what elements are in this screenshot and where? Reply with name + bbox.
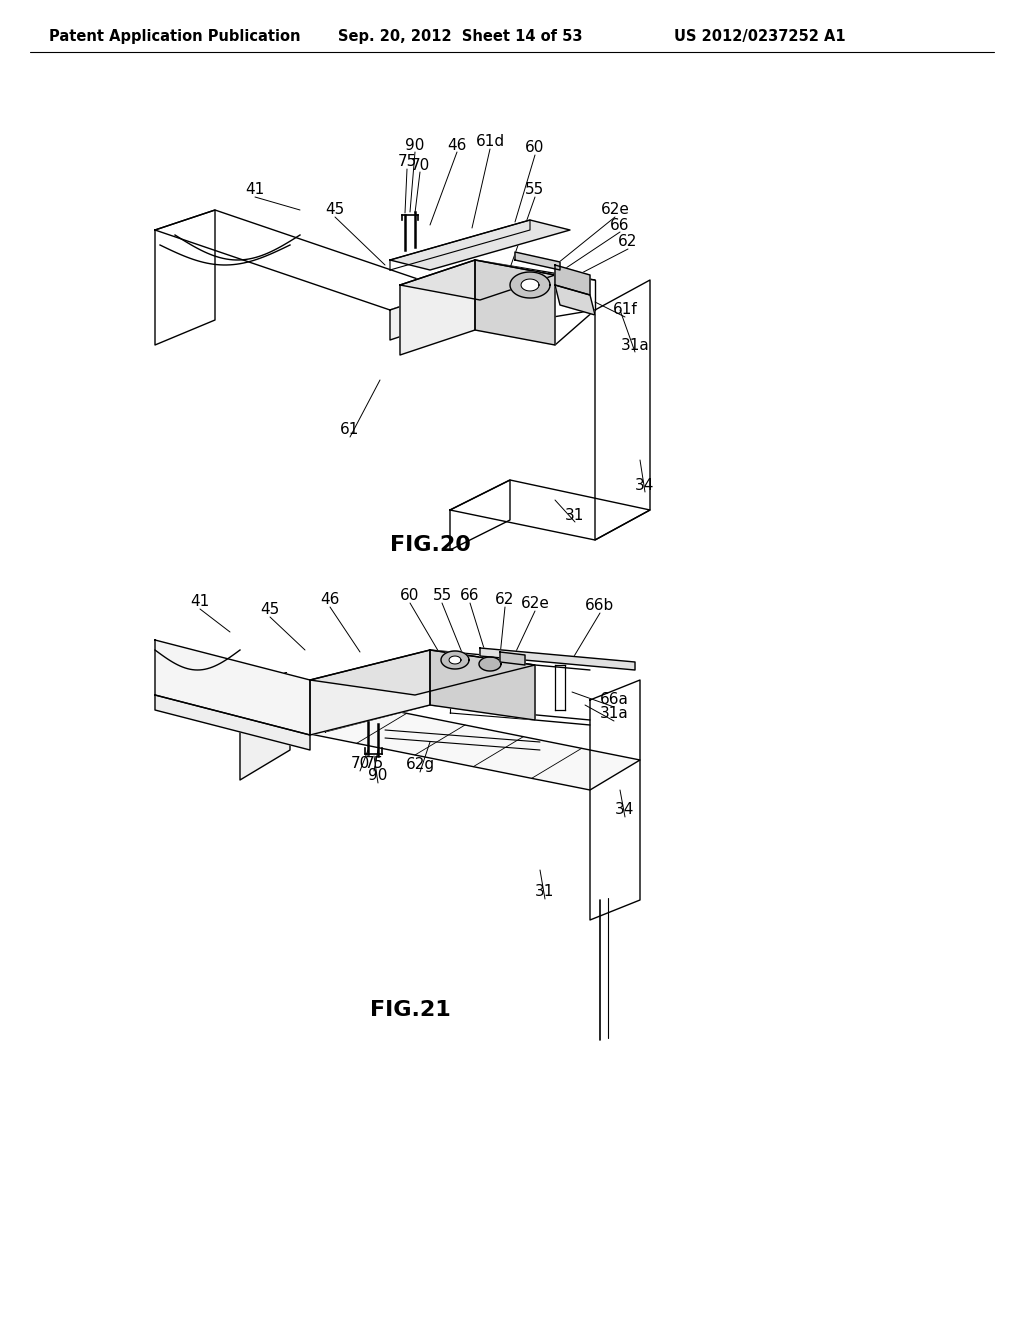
Polygon shape (430, 649, 535, 719)
Polygon shape (390, 290, 450, 341)
Text: 46: 46 (447, 137, 467, 153)
Text: Patent Application Publication: Patent Application Publication (49, 29, 301, 45)
Text: 55: 55 (432, 589, 452, 603)
Polygon shape (310, 649, 535, 696)
Text: 31a: 31a (600, 706, 629, 722)
Text: 90: 90 (369, 768, 388, 784)
Polygon shape (595, 280, 650, 540)
Polygon shape (510, 272, 550, 298)
Polygon shape (240, 690, 640, 789)
Text: 70: 70 (350, 756, 370, 771)
Text: 66: 66 (610, 218, 630, 232)
Text: 34: 34 (615, 803, 635, 817)
Polygon shape (449, 656, 461, 664)
Polygon shape (515, 252, 560, 271)
Polygon shape (155, 696, 310, 750)
Text: Sep. 20, 2012  Sheet 14 of 53: Sep. 20, 2012 Sheet 14 of 53 (338, 29, 583, 45)
Text: 75: 75 (365, 756, 384, 771)
Polygon shape (479, 657, 501, 671)
Text: 45: 45 (326, 202, 345, 218)
Text: 66: 66 (460, 589, 480, 603)
Text: US 2012/0237252 A1: US 2012/0237252 A1 (674, 29, 846, 45)
Text: 66b: 66b (586, 598, 614, 614)
Text: 61: 61 (340, 422, 359, 437)
Polygon shape (555, 265, 590, 294)
Polygon shape (400, 260, 475, 355)
Polygon shape (480, 648, 635, 671)
Text: 66a: 66a (600, 693, 629, 708)
Polygon shape (400, 260, 555, 300)
Text: 46: 46 (321, 593, 340, 607)
Text: 31a: 31a (621, 338, 649, 352)
Text: 62e: 62e (520, 597, 550, 611)
Text: 70: 70 (411, 157, 430, 173)
Polygon shape (390, 220, 570, 271)
Text: 45: 45 (260, 602, 280, 618)
Text: 60: 60 (525, 140, 545, 156)
Text: 62: 62 (496, 593, 515, 607)
Text: 61d: 61d (475, 135, 505, 149)
Text: 90: 90 (406, 137, 425, 153)
Polygon shape (155, 210, 215, 345)
Text: 62f: 62f (262, 672, 288, 688)
Text: 31: 31 (565, 507, 585, 523)
Text: 75: 75 (397, 154, 417, 169)
Polygon shape (450, 480, 510, 550)
Polygon shape (500, 652, 525, 665)
Polygon shape (310, 649, 430, 735)
Text: 41: 41 (190, 594, 210, 610)
Polygon shape (450, 480, 650, 540)
Polygon shape (155, 640, 310, 735)
Text: 62: 62 (618, 235, 638, 249)
Polygon shape (240, 690, 290, 780)
Polygon shape (590, 680, 640, 920)
Polygon shape (555, 285, 595, 315)
Polygon shape (441, 651, 469, 669)
Text: 41: 41 (246, 182, 264, 198)
Text: 31: 31 (536, 884, 555, 899)
Text: 60: 60 (400, 589, 420, 603)
Text: 55: 55 (525, 182, 545, 198)
Text: 34: 34 (635, 478, 654, 492)
Text: FIG.20: FIG.20 (389, 535, 470, 554)
Text: 62g: 62g (406, 758, 434, 772)
Polygon shape (475, 260, 555, 345)
Polygon shape (155, 210, 450, 310)
Text: FIG.21: FIG.21 (370, 1001, 451, 1020)
Polygon shape (521, 279, 539, 290)
Text: 62e: 62e (600, 202, 630, 218)
Text: 61f: 61f (612, 302, 637, 318)
